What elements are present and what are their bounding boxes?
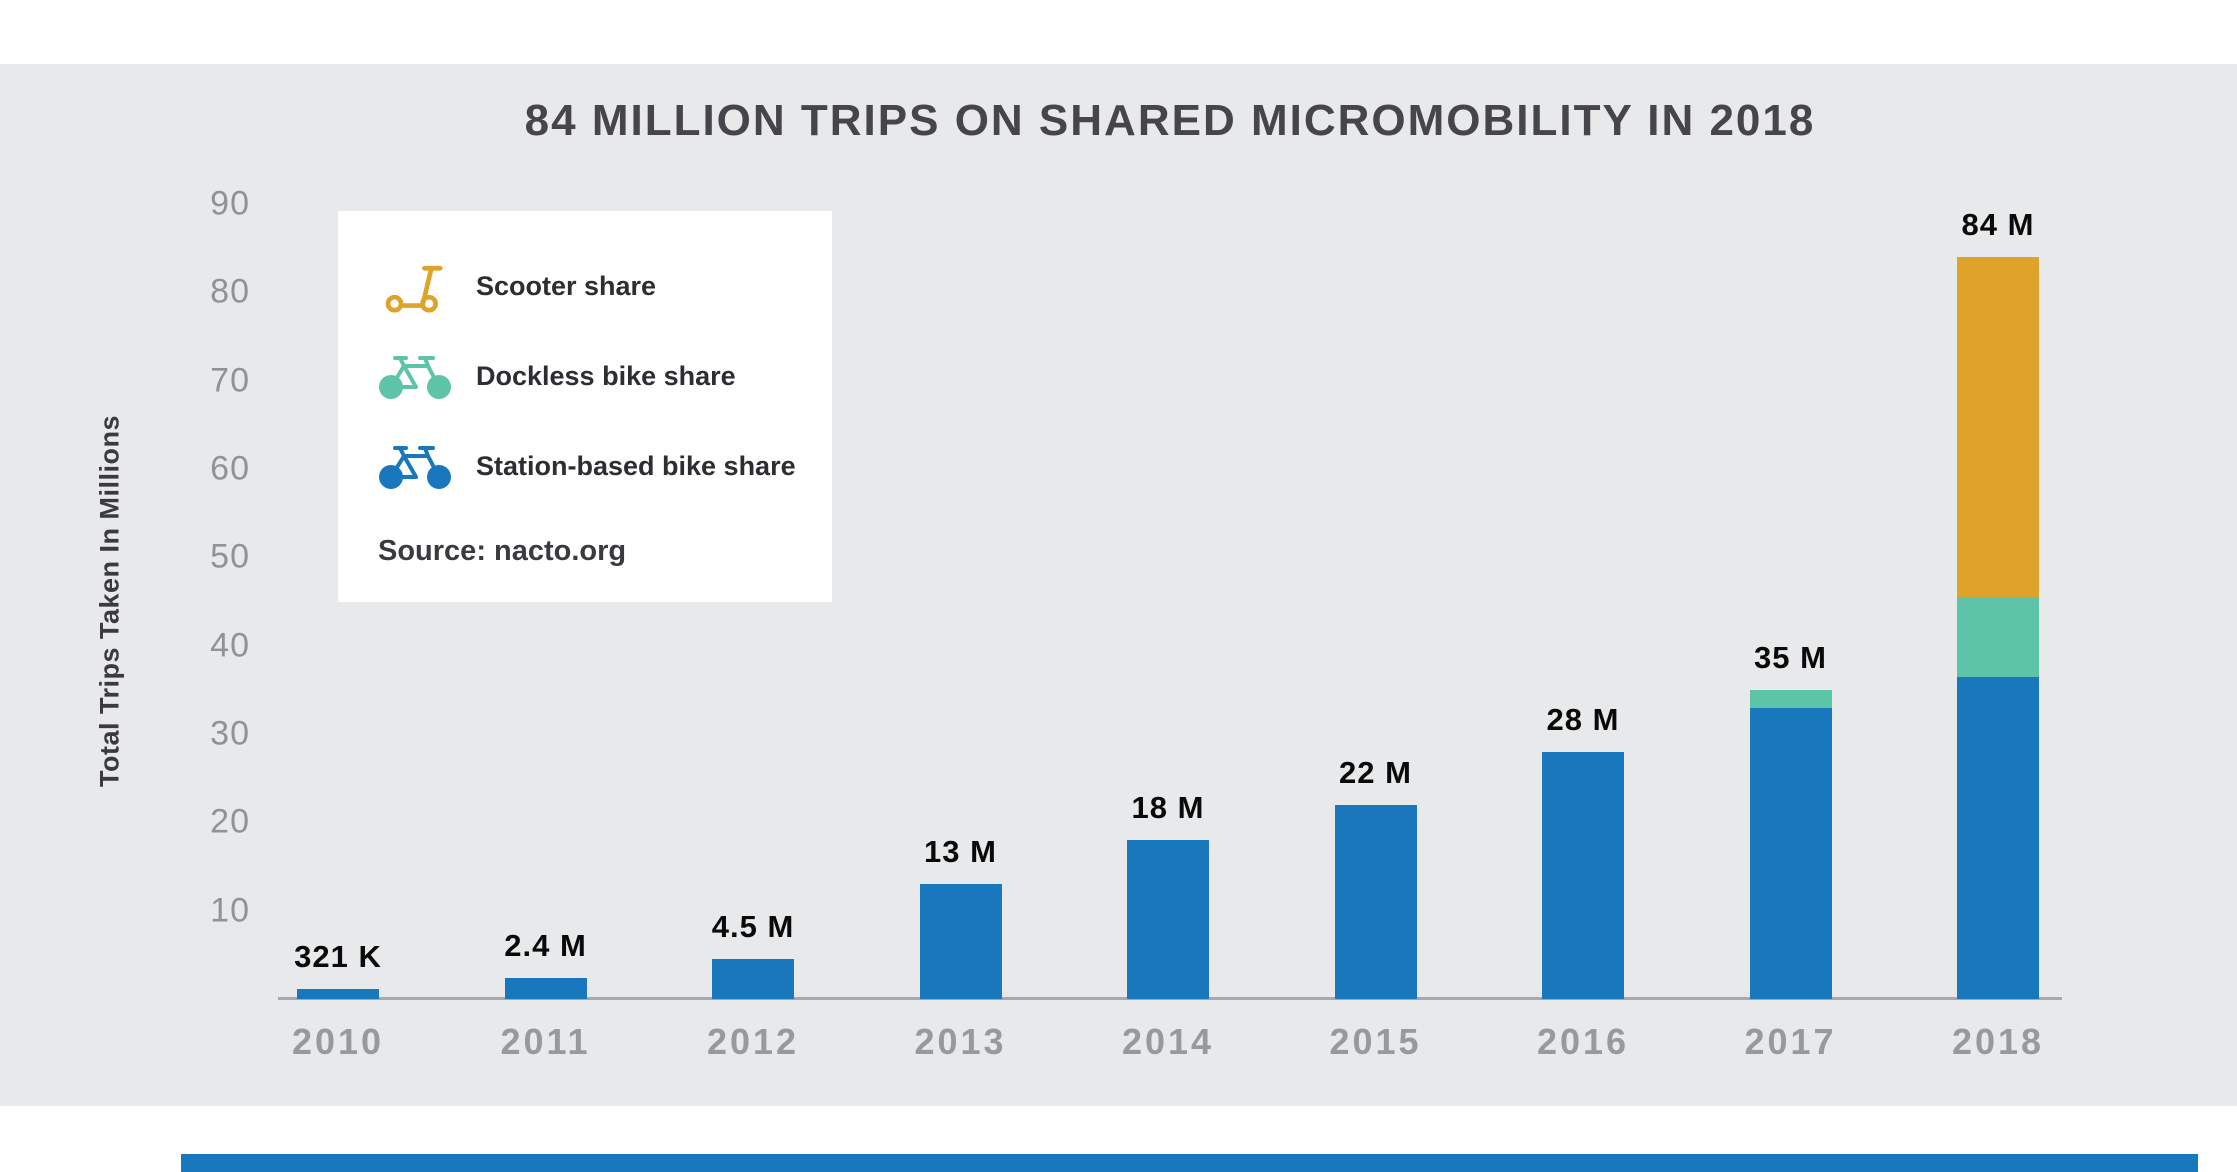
legend-label: Dockless bike share [476,360,736,391]
bar-segment-station-based-bike-share-2011 [504,977,587,999]
bar-segment-station-based-bike-share-2012 [712,959,794,999]
bar-segment-station-based-bike-share-2015 [1334,804,1417,999]
legend: Scooter share Dockless bike share [338,211,832,602]
bar-value-label: 35 M [1754,639,1827,675]
bar-segment-scooter-share-2018 [1957,257,2039,598]
bar-segment-station-based-bike-share-2010 [297,989,379,999]
bar-value-label: 321 K [294,939,382,974]
bar-segment-station-based-bike-share-2017 [1749,707,1832,999]
bar-value-label: 22 M [1339,754,1412,790]
legend-item-scooter-share: Scooter share [374,257,812,315]
legend-label: Scooter share [476,270,657,301]
footer-accent-bar [181,1154,2198,1172]
bar-segment-dockless-bike-share-2017 [1749,689,1832,708]
source-text: Source: nacto.org [378,535,627,567]
x-tick-label: 2018 [1951,1021,2045,1062]
bar-segment-station-based-bike-share-2013 [919,884,1002,999]
x-tick-label: 2014 [1121,1021,1215,1062]
bar-segment-dockless-bike-share-2018 [1957,597,2039,677]
scooter-icon [374,258,458,314]
bar-value-label: 18 M [1131,790,1205,825]
y-tick-label: 70 [210,361,250,400]
bar-value-label: 84 M [1961,207,2035,242]
y-tick-label: 30 [210,714,250,753]
y-tick-label: 50 [210,537,250,576]
bar-value-label: 2.4 M [504,927,587,963]
x-tick-label: 2015 [1329,1021,1422,1062]
y-tick-label: 20 [210,802,250,841]
bar-segment-station-based-bike-share-2016 [1542,751,1624,999]
bar-value-label: 28 M [1546,701,1620,737]
y-tick-label: 60 [210,449,250,488]
bar-segment-station-based-bike-share-2018 [1957,676,2039,999]
station-bike-icon [374,440,458,492]
legend-label: Station-based bike share [476,450,796,481]
x-tick-label: 2016 [1536,1021,1630,1062]
y-axis-title: Total Trips Taken In Millions [94,414,125,788]
bar-value-label: 4.5 M [711,909,795,945]
x-tick-label: 2013 [914,1021,1007,1062]
bar-value-label: 13 M [924,834,997,870]
x-tick-label: 2012 [706,1021,800,1062]
y-tick-label: 90 [210,184,250,223]
legend-item-station-based-bike-share: Station-based bike share [374,437,812,495]
bar-segment-station-based-bike-share-2014 [1127,840,1209,999]
chart-title: 84 MILLION TRIPS ON SHARED MICROMOBILITY… [524,96,1816,145]
x-tick-label: 2010 [291,1021,385,1062]
y-tick-label: 80 [210,272,250,311]
dockless-bike-icon [374,350,458,402]
x-tick-label: 2011 [500,1021,591,1062]
x-tick-label: 2017 [1744,1021,1837,1062]
y-tick-label: 10 [210,891,250,930]
y-tick-label: 40 [210,626,250,665]
legend-item-dockless-bike-share: Dockless bike share [374,347,812,405]
